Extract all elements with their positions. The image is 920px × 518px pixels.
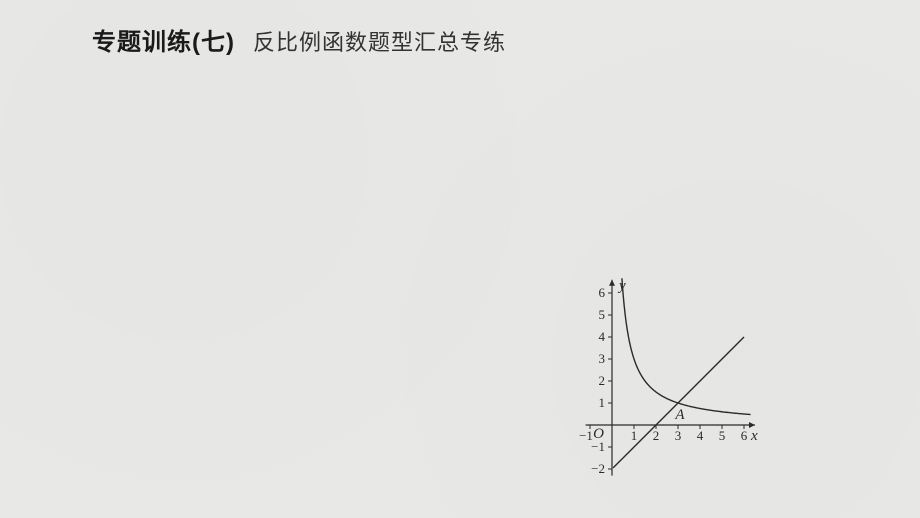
- page-header: 专题训练(七) 反比例函数题型汇总专练: [0, 0, 920, 57]
- svg-text:−2: −2: [591, 461, 605, 476]
- title-sub: 反比例函数题型汇总专练: [253, 25, 506, 57]
- svg-text:O: O: [593, 426, 604, 442]
- svg-text:6: 6: [741, 428, 748, 443]
- svg-text:2: 2: [653, 428, 660, 443]
- svg-text:2: 2: [599, 373, 606, 388]
- svg-text:A: A: [674, 407, 685, 423]
- svg-text:3: 3: [675, 428, 682, 443]
- svg-text:x: x: [750, 428, 758, 444]
- svg-text:1: 1: [599, 395, 606, 410]
- svg-text:6: 6: [599, 285, 606, 300]
- chart: −1123456123456−1−2OxyA: [560, 270, 820, 500]
- svg-text:4: 4: [599, 329, 606, 344]
- svg-text:5: 5: [719, 428, 726, 443]
- svg-text:5: 5: [599, 307, 606, 322]
- svg-text:1: 1: [631, 428, 638, 443]
- title-bold: 专题训练(七): [92, 22, 235, 57]
- svg-text:4: 4: [697, 428, 704, 443]
- svg-text:3: 3: [599, 351, 606, 366]
